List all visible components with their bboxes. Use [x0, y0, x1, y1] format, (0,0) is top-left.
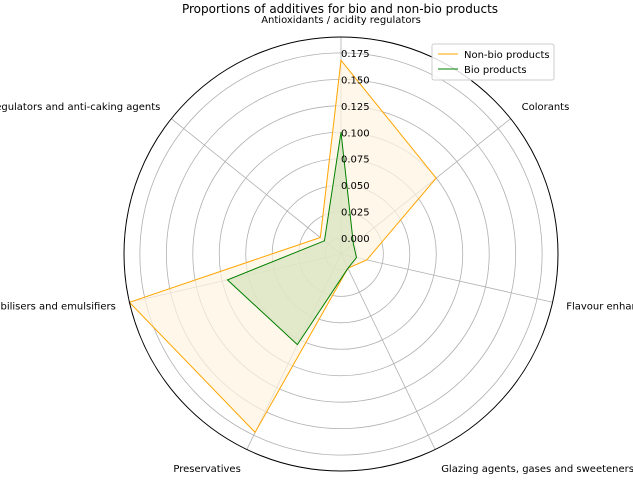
- legend: Non-bio products Bio products: [431, 43, 555, 81]
- series-fill-0: [129, 60, 437, 433]
- radial-tick-label: 0.100: [341, 128, 370, 139]
- series-line-1: [226, 132, 358, 346]
- polar-frame: [123, 36, 559, 472]
- legend-label: Non-bio products: [464, 50, 550, 61]
- axis-label: Preservatives: [173, 464, 240, 475]
- radial-tick-label: 0.075: [341, 155, 370, 166]
- axis-label: Colorants: [522, 102, 570, 113]
- legend-label: Bio products: [464, 65, 527, 76]
- axis-label: Flavour enhancers: [566, 301, 633, 312]
- legend-box: [431, 43, 555, 81]
- axis-label: Glazing agents, gases and sweeteners: [441, 464, 633, 475]
- series-lines: [128, 59, 437, 434]
- grid-spoke: [171, 118, 342, 255]
- radial-tick-label: 0.125: [341, 102, 370, 113]
- radial-tick-label: 0.050: [341, 181, 370, 192]
- series-fill-1: [227, 132, 357, 345]
- series-fills: [129, 60, 437, 433]
- chart-title: Proportions of additives for bio and non…: [182, 2, 498, 16]
- axis-label: Thickeners, stabilisers and emulsifiers: [0, 301, 116, 312]
- radial-tick-label: 0.150: [341, 75, 370, 86]
- grid-spoke: [340, 253, 553, 303]
- axis-label: pH regulators and anti-caking agents: [0, 102, 160, 113]
- series-line-0: [128, 59, 437, 434]
- radial-tick-label: 0.175: [341, 49, 370, 60]
- axis-label: Antioxidants / acidity regulators: [261, 15, 421, 26]
- radial-tick-label: 0.000: [341, 234, 370, 245]
- grid-spoke: [340, 253, 436, 450]
- radial-tick-labels: 0.000 0.025 0.050 0.075 0.100 0.125 0.150 0.175: [341, 49, 370, 245]
- axis-labels: Antioxidants / acidity regulators Coloran…: [0, 15, 633, 475]
- radial-tick-label: 0.025: [341, 208, 370, 219]
